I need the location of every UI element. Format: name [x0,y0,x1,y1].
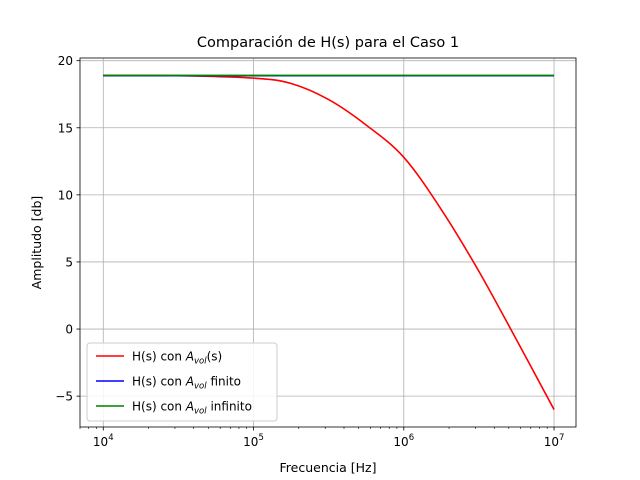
x-tick-label: 104 [93,433,114,449]
legend-entry: H(s) con Avol infinito [132,400,252,417]
legend-box [86,342,278,422]
x-tick-label: 106 [393,433,414,449]
plot-lines [103,74,555,410]
series-line [103,74,555,410]
x-tick-label: 105 [243,433,264,449]
grid [80,58,576,427]
y-tick-label: −5 [55,390,73,404]
y-tick-label: 10 [58,188,73,202]
x-tick-label: 107 [544,433,565,449]
legend-entry: H(s) con Avol finito [132,375,241,392]
plot-frame [79,57,577,428]
y-tick-label: 0 [65,323,73,337]
y-tick-label: 15 [58,121,73,135]
y-tick-label: 20 [58,54,73,68]
y-tick-label: 5 [65,255,73,269]
legend: H(s) con Avol(s) H(s) con Avol finito H(s)… [86,342,278,422]
x-axis-label: Frecuencia [Hz] [280,460,377,475]
y-axis-label: Amplitudo [db] [29,196,44,290]
legend-entry: H(s) con Avol(s) [132,350,222,367]
chart-title: Comparación de H(s) para el Caso 1 [197,35,459,51]
